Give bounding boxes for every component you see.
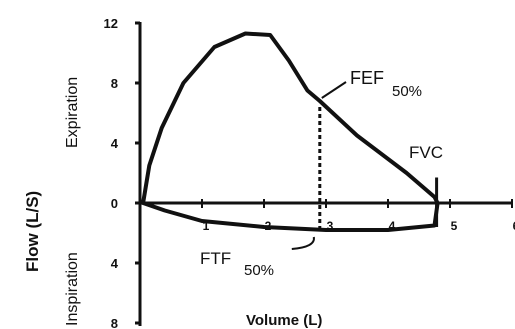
- x-tick-label: 1: [203, 219, 210, 233]
- fvc-annotation: FVC: [409, 143, 443, 162]
- ftf-main-text: FTF: [200, 249, 231, 268]
- y-tick-label: 4: [111, 256, 119, 271]
- ftf50-leader-line: [291, 236, 315, 250]
- flow-volume-loop: [141, 31, 440, 232]
- x-tick-label: 4: [389, 219, 396, 233]
- y-axis-title: Flow (L/S): [23, 191, 42, 272]
- inspiration-label: Inspiration: [64, 252, 81, 326]
- fef-main-text: FEF: [350, 68, 384, 88]
- tick-marks: [135, 21, 513, 325]
- fef-sub-text: 50%: [392, 83, 422, 100]
- ftf-sub-text: 50%: [244, 262, 274, 279]
- expiration-label: Expiration: [64, 77, 81, 148]
- tick-labels: 1284048123456: [104, 16, 515, 329]
- y-tick-label: 4: [111, 136, 119, 151]
- x-axis-title: Volume (L): [246, 312, 322, 329]
- fef50-leader-line: [321, 81, 347, 99]
- fef50-annotation: FEF 50%: [350, 68, 422, 100]
- y-tick-label: 12: [104, 16, 118, 31]
- x-tick-label: 3: [327, 219, 334, 233]
- y-tick-label: 8: [111, 316, 118, 329]
- x-tick-label: 5: [451, 219, 458, 233]
- x-tick-label: 6: [513, 219, 515, 233]
- ftf50-annotation: FTF 50%: [200, 249, 274, 279]
- y-tick-label: 0: [111, 196, 118, 211]
- y-tick-label: 8: [111, 76, 118, 91]
